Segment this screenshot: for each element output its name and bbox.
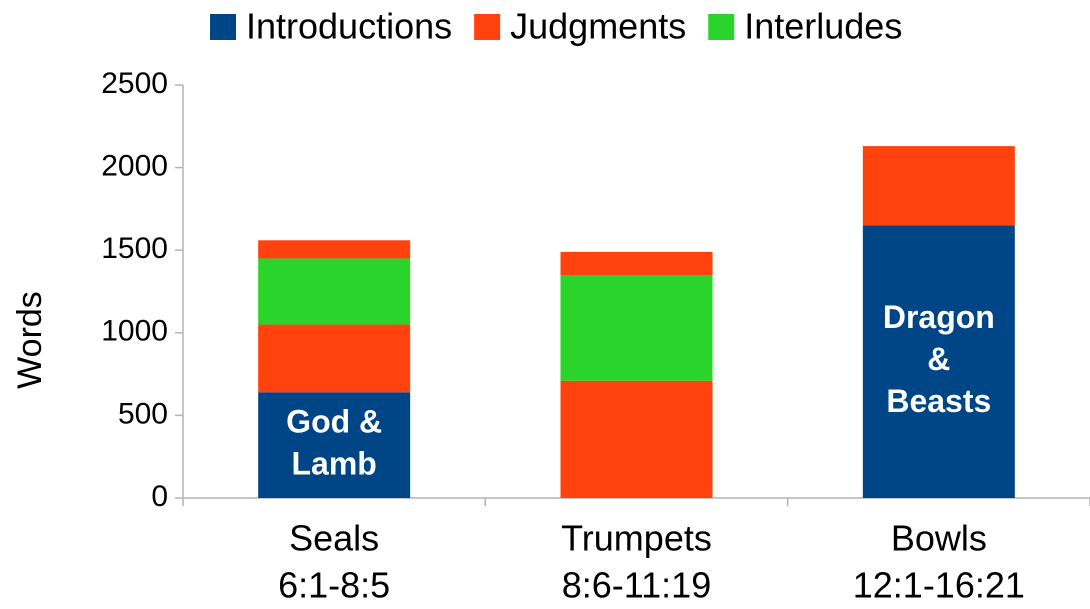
bar-segment [560, 251, 713, 275]
bar-label: Dragon [883, 299, 995, 335]
x-tick-label: Bowls [891, 518, 987, 559]
bar-segment [258, 258, 411, 325]
bar-segment [258, 324, 411, 393]
y-tick-label: 0 [151, 480, 168, 513]
bar-label: Lamb [291, 446, 376, 482]
y-tick-label: 2500 [101, 67, 168, 100]
legend-label: Introductions [246, 6, 452, 47]
y-tick-label: 2000 [101, 150, 168, 183]
bar-segment [560, 274, 713, 381]
bar-segment [862, 146, 1015, 226]
bar-segment [258, 392, 411, 498]
x-tick-label: 12:1-16:21 [853, 565, 1025, 606]
y-axis-label: Words [11, 291, 49, 389]
bar-segment [560, 380, 713, 498]
bar-segment [258, 240, 411, 259]
bar-segment [862, 225, 1015, 499]
bar-label: & [927, 341, 950, 377]
legend-label: Interludes [744, 6, 902, 47]
bar-label: Beasts [886, 383, 991, 419]
legend-swatch [210, 14, 236, 40]
x-tick-label: 6:1-8:5 [278, 565, 390, 606]
x-tick-label: Seals [289, 518, 379, 559]
y-tick-label: 500 [118, 397, 168, 430]
y-tick-label: 1500 [101, 232, 168, 265]
y-tick-label: 1000 [101, 315, 168, 348]
bar-label: God & [286, 404, 382, 440]
x-tick-label: 8:6-11:19 [562, 565, 711, 606]
legend-swatch [708, 14, 735, 40]
legend-label: Judgments [510, 6, 686, 47]
legend-swatch [474, 14, 501, 40]
x-tick-label: Trumpets [561, 518, 712, 559]
